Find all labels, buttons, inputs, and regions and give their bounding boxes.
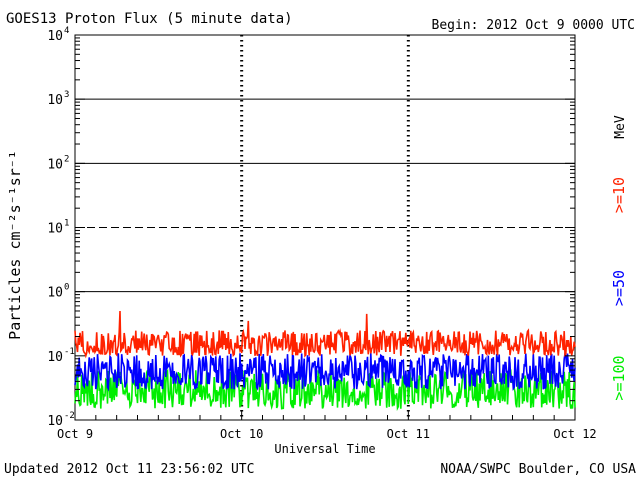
y-tick-label: 10	[47, 222, 63, 237]
y-tick-label: 10	[47, 29, 63, 44]
series-line-ge50	[74, 350, 576, 392]
x-tick-label: Oct 11	[387, 427, 430, 441]
legend-ge50: >=50	[610, 270, 628, 306]
y-tick-exponent: 2	[64, 154, 69, 164]
legend-unit: MeV	[613, 115, 628, 139]
y-axis-label: Particles cm⁻²s⁻¹sr⁻¹	[6, 150, 24, 340]
x-axis-label: Universal Time	[274, 442, 375, 456]
grid	[75, 35, 575, 420]
x-tick-label: Oct 10	[220, 427, 263, 441]
x-tick-label: Oct 9	[57, 427, 93, 441]
y-tick-exponent: 3	[64, 90, 69, 100]
x-tick-label: Oct 12	[553, 427, 596, 441]
y-tick-exponent: 1	[64, 219, 69, 229]
series-layer	[74, 310, 576, 412]
y-tick-exponent: -1	[64, 347, 75, 357]
legend-ge100: >=100	[610, 355, 628, 400]
updated-time: Updated 2012 Oct 11 23:56:02 UTC	[4, 462, 254, 477]
y-tick-exponent: 0	[64, 283, 69, 293]
series-line-ge10	[74, 310, 576, 359]
y-tick-label: 10	[47, 350, 63, 365]
data-source: NOAA/SWPC Boulder, CO USA	[440, 462, 636, 477]
y-tick-label: 10	[47, 93, 63, 108]
y-tick-label: 10	[47, 157, 63, 172]
legend-ge10: >=10	[610, 177, 628, 213]
y-tick-exponent: -2	[64, 411, 75, 421]
y-tick-label: 10	[47, 286, 63, 301]
y-tick-exponent: 4	[64, 26, 69, 36]
begin-time: Begin: 2012 Oct 9 0000 UTC	[432, 18, 636, 33]
y-tick-label: 10	[47, 414, 63, 429]
chart-title: GOES13 Proton Flux (5 minute data)	[6, 11, 293, 27]
